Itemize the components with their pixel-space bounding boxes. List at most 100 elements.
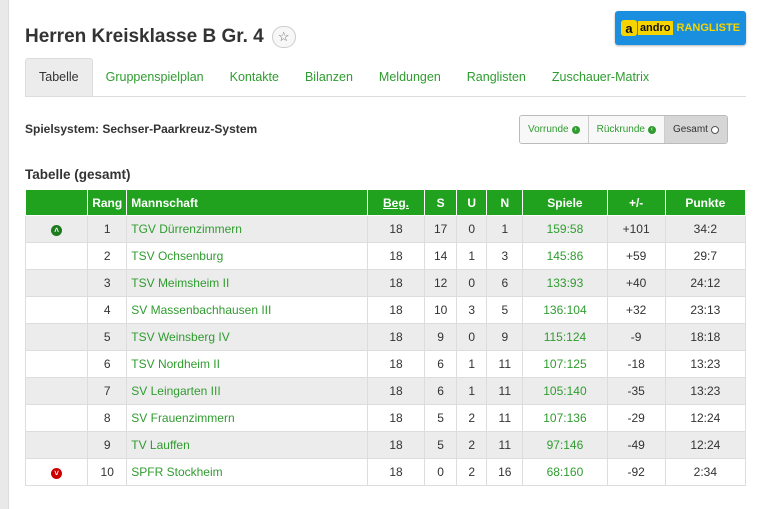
row-siege: 10 <box>424 296 458 324</box>
tab-zuschauer-matrix[interactable]: Zuschauer-Matrix <box>551 70 650 84</box>
row-begegnungen: 18 <box>366 323 426 351</box>
row-team-link[interactable]: TGV Dürrenzimmern <box>126 215 368 243</box>
row-team-link[interactable]: SV Massenbachhausen III <box>126 296 368 324</box>
header-niederlagen: N <box>486 189 524 216</box>
row-spiele: 107:125 <box>522 350 608 378</box>
table-row: 6 TSV Nordheim II 18 6 1 11 107:125 -18 13:23 <box>24 350 747 378</box>
header-begegnungen[interactable]: Beg. <box>366 189 426 216</box>
andro-rangliste-banner[interactable]: a andro RANGLISTE <box>615 11 746 45</box>
spielsystem-label: Spielsystem: Sechser-Paarkreuz-System <box>25 122 258 136</box>
row-siege: 5 <box>424 404 458 432</box>
row-siege: 9 <box>424 323 458 351</box>
row-unentschieden: 0 <box>456 323 488 351</box>
vorrunde-label: Vorrunde <box>528 124 569 135</box>
row-punkte: 13:23 <box>664 350 747 378</box>
tab-bilanzen[interactable]: Bilanzen <box>304 70 353 84</box>
row-diff: -49 <box>606 431 666 459</box>
row-begegnungen: 18 <box>366 296 426 324</box>
row-punkte: 18:18 <box>664 323 747 351</box>
header-marker <box>24 189 89 216</box>
header-punkte: Punkte <box>664 189 747 216</box>
row-rang: 3 <box>87 269 128 297</box>
row-unentschieden: 1 <box>456 377 488 405</box>
row-team-link[interactable]: SPFR Stockheim <box>126 458 368 486</box>
row-diff: -9 <box>606 323 666 351</box>
row-spiele: 159:58 <box>522 215 608 243</box>
row-spiele: 145:86 <box>522 242 608 270</box>
table-row: 9 TV Lauffen 18 5 2 11 97:146 -49 12:24 <box>24 431 747 459</box>
row-unentschieden: 2 <box>456 458 488 486</box>
banner-brand: andro <box>637 21 673 35</box>
row-diff: +59 <box>606 242 666 270</box>
row-unentschieden: 0 <box>456 215 488 243</box>
row-punkte: 13:23 <box>664 377 747 405</box>
header-unentschieden: U <box>456 189 488 216</box>
row-team-link[interactable]: SV Leingarten III <box>126 377 368 405</box>
row-punkte: 2:34 <box>664 458 747 486</box>
title-row: Herren Kreisklasse B Gr. 4 ☆ <box>25 26 296 48</box>
row-diff: -92 <box>606 458 666 486</box>
vorrunde-button[interactable]: Vorrunde › <box>520 116 589 143</box>
gesamt-button[interactable]: Gesamt <box>664 116 727 143</box>
favorite-button[interactable]: ☆ <box>271 26 296 48</box>
rueckrunde-label: Rückrunde <box>596 124 645 135</box>
row-diff: +32 <box>606 296 666 324</box>
table-row: 3 TSV Meimsheim II 18 12 0 6 133:93 +40 24:12 <box>24 269 747 297</box>
row-siege: 12 <box>424 269 458 297</box>
dot-circle-icon <box>710 125 719 134</box>
row-punkte: 23:13 <box>664 296 747 324</box>
table-row: 2 TSV Ochsenburg 18 14 1 3 145:86 +59 29:7 <box>24 242 747 270</box>
row-marker <box>24 323 89 351</box>
row-team-link[interactable]: TV Lauffen <box>126 431 368 459</box>
row-begegnungen: 18 <box>366 215 426 243</box>
row-unentschieden: 0 <box>456 269 488 297</box>
table-row: 4 SV Massenbachhausen III 18 10 3 5 136:104 +32… <box>24 296 747 324</box>
row-spiele: 105:140 <box>522 377 608 405</box>
row-marker <box>24 350 89 378</box>
row-marker <box>24 296 89 324</box>
tab-kontakte[interactable]: Kontakte <box>229 70 279 84</box>
tab-bar: Tabelle Gruppenspielplan Kontakte Bilanz… <box>25 58 746 97</box>
row-diff: -35 <box>606 377 666 405</box>
row-rang: 6 <box>87 350 128 378</box>
tab-meldungen[interactable]: Meldungen <box>378 70 441 84</box>
row-team-link[interactable]: TSV Ochsenburg <box>126 242 368 270</box>
row-rang: 8 <box>87 404 128 432</box>
row-rang: 9 <box>87 431 128 459</box>
row-team-link[interactable]: TSV Nordheim II <box>126 350 368 378</box>
section-title: Tabelle (gesamt) <box>25 167 131 182</box>
main-panel: Herren Kreisklasse B Gr. 4 ☆ a andro RAN… <box>8 0 763 509</box>
table-row: 7 SV Leingarten III 18 6 1 11 105:140 -35 13:23 <box>24 377 747 405</box>
arrow-right-circle-icon: › <box>571 125 580 134</box>
row-niederlagen: 11 <box>486 350 524 378</box>
row-team-link[interactable]: TSV Meimsheim II <box>126 269 368 297</box>
table-row: ˄ 1 TGV Dürrenzimmern 18 17 0 1 159:58 +101 34:2 <box>24 215 747 243</box>
row-team-link[interactable]: SV Frauenzimmern <box>126 404 368 432</box>
row-begegnungen: 18 <box>366 377 426 405</box>
header-mannschaft: Mannschaft <box>126 189 368 216</box>
tab-tabelle[interactable]: Tabelle <box>25 58 93 96</box>
row-niederlagen: 6 <box>486 269 524 297</box>
row-rang: 4 <box>87 296 128 324</box>
row-spiele: 133:93 <box>522 269 608 297</box>
row-niederlagen: 1 <box>486 215 524 243</box>
relegation-down-icon: ˅ <box>51 468 63 479</box>
table-row: ˅ 10 SPFR Stockheim 18 0 2 16 68:160 -92 2:34 <box>24 458 747 486</box>
row-marker: ˄ <box>24 215 89 243</box>
row-team-link[interactable]: TSV Weinsberg IV <box>126 323 368 351</box>
tab-gruppenspielplan[interactable]: Gruppenspielplan <box>105 70 204 84</box>
row-spiele: 107:136 <box>522 404 608 432</box>
tab-ranglisten[interactable]: Ranglisten <box>466 70 526 84</box>
row-punkte: 12:24 <box>664 431 747 459</box>
rueckrunde-button[interactable]: Rückrunde ‹ <box>588 116 665 143</box>
banner-label: RANGLISTE <box>676 22 741 34</box>
standings-table: Rang Mannschaft Beg. S U N Spiele +/- Pu… <box>24 189 747 486</box>
arrow-left-circle-icon: ‹ <box>647 125 656 134</box>
row-marker <box>24 404 89 432</box>
row-siege: 0 <box>424 458 458 486</box>
row-niederlagen: 11 <box>486 377 524 405</box>
row-punkte: 29:7 <box>664 242 747 270</box>
row-begegnungen: 18 <box>366 458 426 486</box>
row-marker <box>24 377 89 405</box>
row-siege: 6 <box>424 377 458 405</box>
